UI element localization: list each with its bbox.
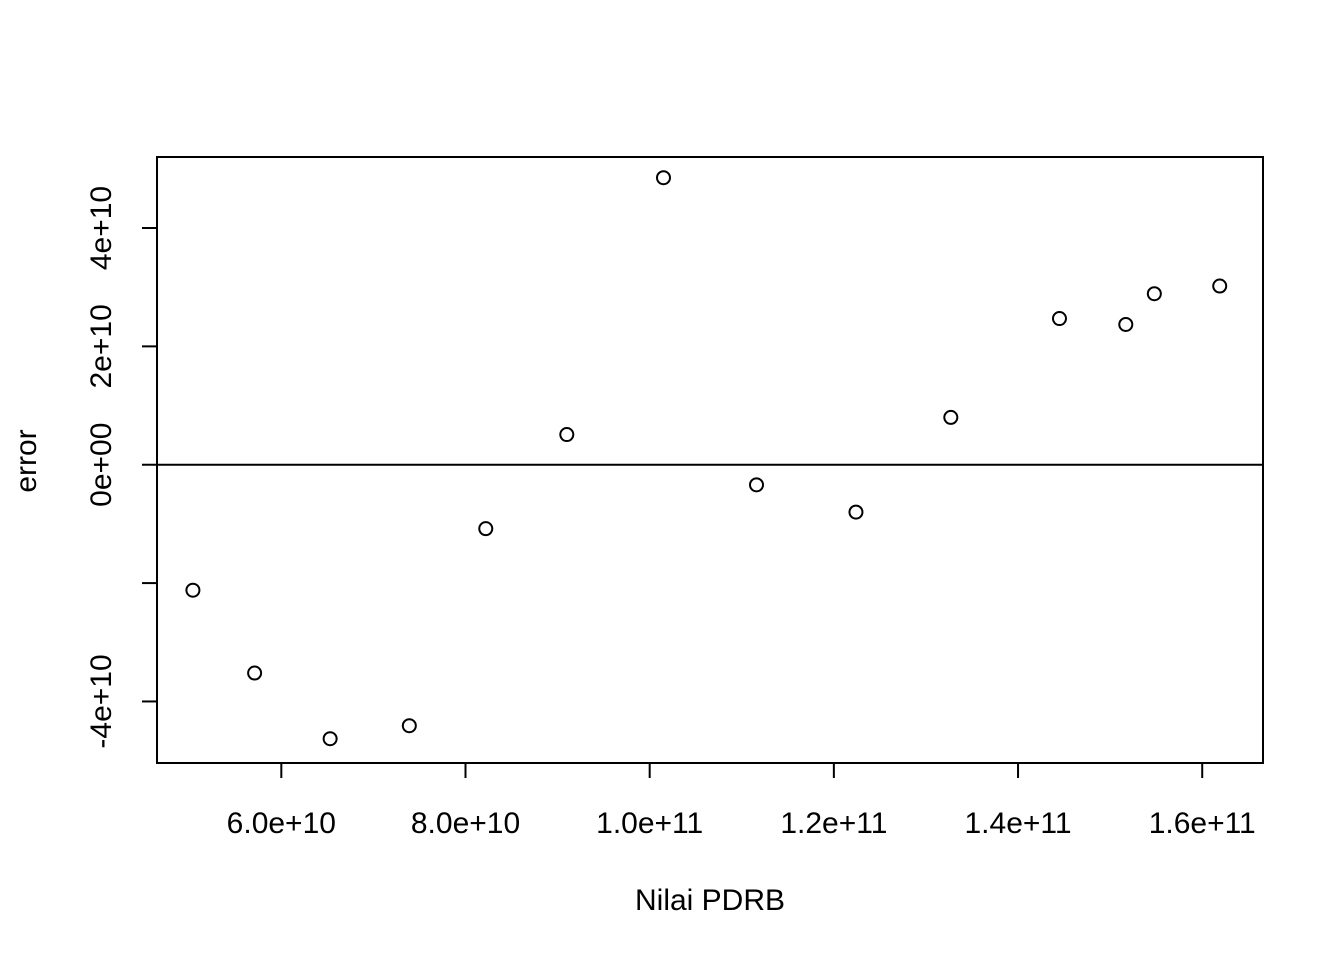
data-point bbox=[848, 504, 864, 520]
x-tick-label: 1.2e+11 bbox=[780, 807, 887, 840]
y-tick-label: 2e+10 bbox=[85, 304, 118, 388]
x-tick-label: 1.6e+11 bbox=[1149, 807, 1256, 840]
y-tick-label: 0e+00 bbox=[85, 423, 118, 507]
plot-frame bbox=[156, 156, 1264, 764]
y-axis: -4e+10 0e+00 2e+10 4e+10 bbox=[85, 186, 158, 749]
data-point bbox=[185, 582, 201, 598]
data-point bbox=[749, 477, 765, 493]
data-point bbox=[1051, 311, 1067, 327]
y-tick-label: 4e+10 bbox=[85, 186, 118, 270]
data-point bbox=[478, 521, 494, 537]
x-tick-label: 8.0e+10 bbox=[411, 807, 520, 840]
plot-area bbox=[156, 156, 1264, 764]
data-point bbox=[1118, 316, 1134, 332]
data-point bbox=[1212, 278, 1228, 294]
data-point bbox=[401, 718, 417, 734]
data-point bbox=[559, 427, 575, 443]
data-point bbox=[655, 170, 671, 186]
x-tick-label: 1.0e+11 bbox=[596, 807, 703, 840]
data-point bbox=[322, 731, 338, 747]
x-tick-label: 1.4e+11 bbox=[965, 807, 1072, 840]
x-tick-label: 6.0e+10 bbox=[227, 807, 336, 840]
data-point bbox=[247, 665, 263, 681]
x-axis: 6.0e+10 8.0e+10 1.0e+11 1.2e+11 1.4e+11 1.6e+… bbox=[227, 762, 1256, 840]
data-points bbox=[185, 170, 1228, 747]
data-point bbox=[1146, 286, 1162, 302]
data-point bbox=[943, 409, 959, 425]
y-tick-label: -4e+10 bbox=[85, 654, 118, 748]
y-axis-label: error bbox=[10, 429, 43, 492]
x-axis-label: Nilai PDRB bbox=[635, 884, 785, 917]
